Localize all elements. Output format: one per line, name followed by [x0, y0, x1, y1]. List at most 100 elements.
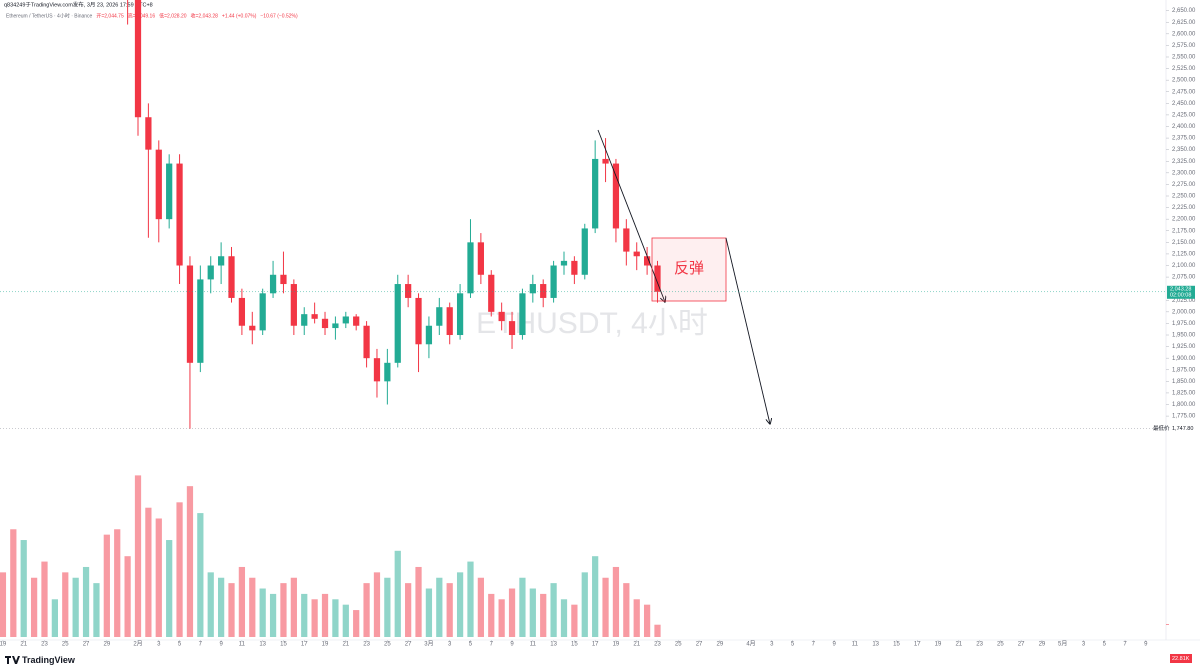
published: q834249于TradingView.com发布, 3月 23, 2026 1…	[4, 0, 153, 8]
x-tick-label: 9	[1144, 642, 1148, 648]
y-tick-label: 2,200.00	[1172, 217, 1196, 223]
x-tick-label: 5	[178, 642, 182, 648]
candle-body	[134, 0, 142, 118]
volume-bar	[134, 475, 142, 637]
x-tick-label: 9	[510, 642, 514, 648]
candle-body	[301, 314, 308, 326]
y-tick-label: 2,225.00	[1172, 205, 1196, 211]
candle-body	[218, 256, 225, 266]
candle-body	[488, 274, 495, 312]
low-marker-label: 1,747.80	[1172, 426, 1193, 432]
y-tick-label: 2,525.00	[1172, 66, 1196, 72]
volume-bar	[550, 583, 557, 637]
drawings: 反弹	[597, 129, 770, 424]
candle-body	[176, 163, 183, 266]
volume-bar	[436, 577, 443, 637]
volume-bar	[145, 507, 152, 637]
x-tick-label: 17	[301, 642, 308, 648]
candle-body	[259, 293, 266, 331]
x-tick-label: 19	[322, 642, 329, 648]
x-tick-label: 27	[696, 642, 703, 648]
candle-body	[654, 265, 661, 292]
candle-body	[633, 251, 640, 257]
candle-body	[467, 242, 474, 294]
volume-bar	[425, 588, 433, 637]
y-tick-label: 1,775.00	[1172, 414, 1196, 420]
volume-bar	[456, 572, 464, 637]
volume-bar	[290, 577, 297, 637]
candle-body	[373, 358, 381, 382]
volume-bar	[238, 566, 246, 637]
volume-bar	[218, 577, 225, 637]
volume-bar	[166, 540, 173, 637]
volume-bar	[508, 588, 516, 637]
x-tick-label: 23	[976, 642, 983, 648]
x-tick-label: 29	[103, 642, 110, 648]
candle-body	[581, 228, 588, 275]
candle-body	[415, 297, 422, 345]
volume-bar	[415, 566, 422, 637]
x-tick-label: 25	[384, 642, 391, 648]
x-tick-label: 3	[157, 642, 161, 648]
volume-bar	[571, 604, 578, 637]
candle-body	[353, 316, 360, 326]
candle-body	[228, 256, 235, 298]
y-tick-label: 2,475.00	[1172, 89, 1196, 95]
candle-body	[571, 260, 578, 275]
y-tick-label: 2,650.00	[1172, 8, 1196, 14]
volume-bar	[519, 577, 526, 637]
volume-bar	[155, 518, 162, 637]
x-tick-label: 17	[914, 642, 921, 648]
rebound-box	[651, 237, 727, 302]
candle-body	[186, 265, 194, 363]
volume-bar	[311, 599, 318, 637]
ohlc-value: 收=2,043.28	[191, 12, 219, 19]
x-tick-label: 15	[571, 642, 578, 648]
volume-bar	[612, 566, 620, 637]
volume-bar	[10, 529, 17, 637]
volume-bar	[82, 566, 90, 637]
candle-body	[332, 323, 339, 329]
volume-bar	[0, 572, 7, 637]
x-tick-label: 25	[62, 642, 69, 648]
volume-bar	[332, 599, 339, 637]
x-tick-label: 3月	[424, 641, 433, 648]
candle-body	[207, 265, 214, 280]
y-tick-label: 2,350.00	[1172, 147, 1196, 153]
volume-bar	[643, 604, 651, 637]
x-tick-label: 5	[791, 642, 795, 648]
volume-bar	[30, 577, 38, 637]
x-tick-label: 7	[1123, 642, 1127, 648]
x-tick-label: 11	[239, 642, 246, 648]
candle-body	[321, 318, 329, 329]
volume-bar	[228, 583, 235, 637]
candle-body	[363, 325, 370, 359]
x-tick-label: 13	[259, 642, 266, 648]
x-tick-label: 25	[997, 642, 1004, 648]
y-tick-label: 1,825.00	[1172, 391, 1196, 397]
volume-bar	[197, 513, 204, 637]
volume-bar	[540, 593, 547, 637]
volume-bar	[259, 588, 266, 637]
candle-body	[550, 265, 557, 298]
candle-body	[145, 117, 152, 150]
last-volume-label: 22.81K	[1172, 656, 1190, 662]
candle-body	[519, 293, 526, 336]
candle-body	[155, 149, 162, 220]
y-tick-label: 2,275.00	[1172, 182, 1196, 188]
candle-body	[498, 311, 505, 322]
ohlc-value: +1.44 (+0.07%)	[222, 13, 257, 19]
y-tick-label: 1,950.00	[1172, 333, 1196, 339]
candle-body	[477, 242, 484, 275]
volume-bar	[498, 599, 505, 637]
volume-bar	[114, 529, 121, 637]
volume-bar	[103, 534, 110, 637]
x-tick-label: 5	[1103, 642, 1107, 648]
x-tick-label: 7	[199, 642, 203, 648]
y-tick-label: 2,250.00	[1172, 194, 1196, 200]
x-tick-label: 21	[20, 642, 27, 648]
last-volume-tag	[1170, 654, 1192, 663]
y-tick-label: 2,450.00	[1172, 101, 1196, 107]
x-tick-label: 27	[83, 642, 90, 648]
